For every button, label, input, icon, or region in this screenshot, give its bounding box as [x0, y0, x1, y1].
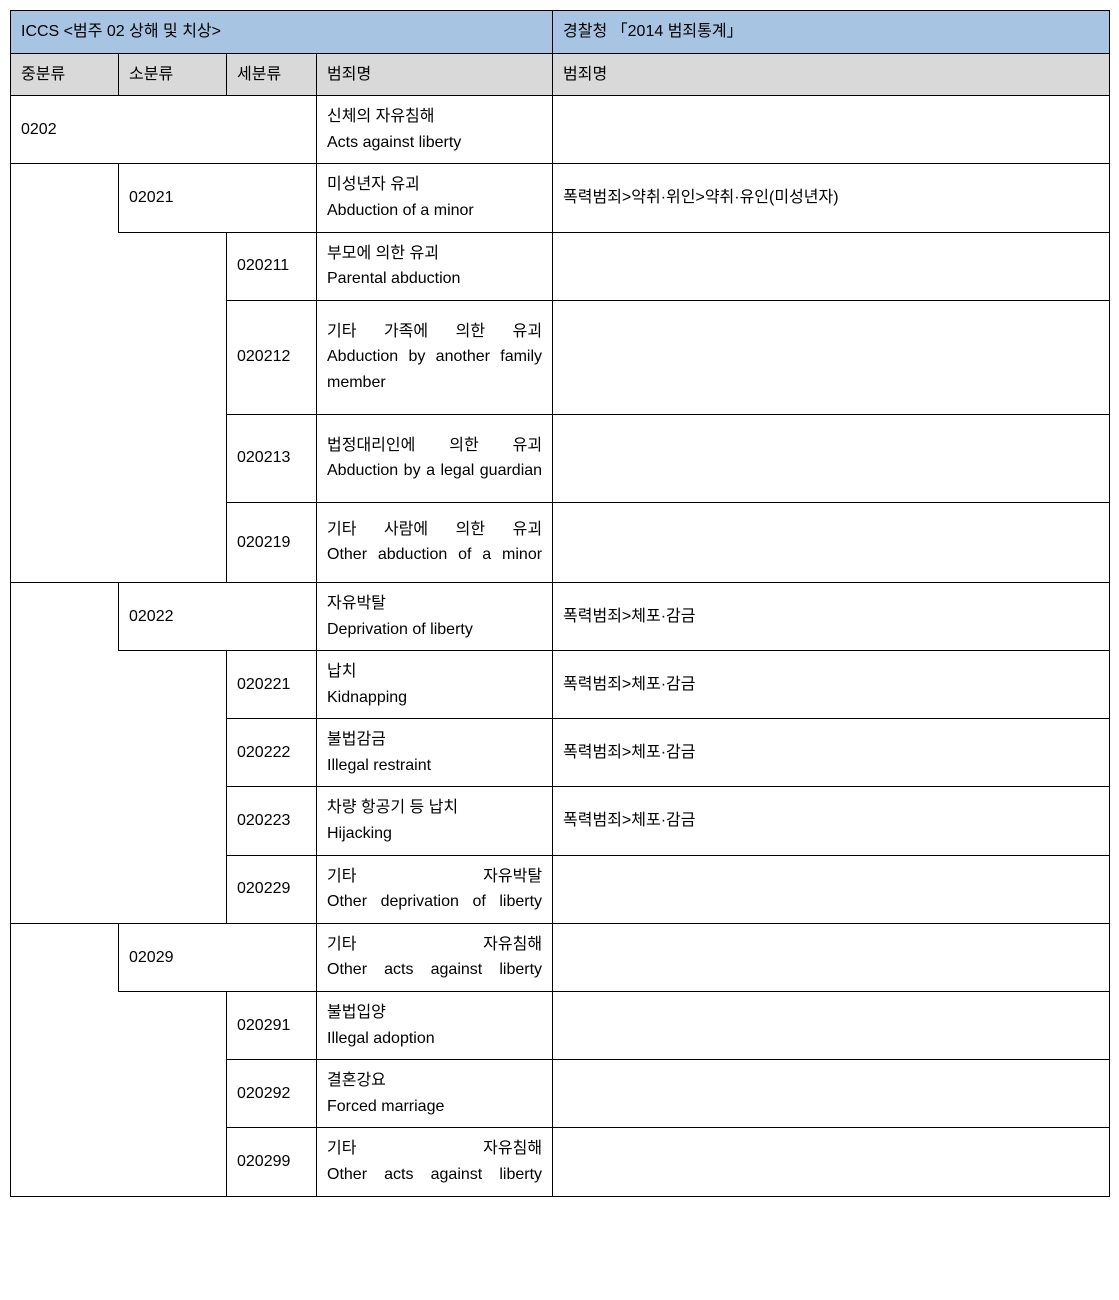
code-cell: 02029 [119, 923, 317, 991]
police-cell [553, 923, 1110, 991]
col-police: 범죄명 [553, 53, 1110, 96]
crime-cell: 미성년자 유괴Abduction of a minor [317, 164, 553, 232]
empty-cell [11, 582, 119, 650]
empty-cell [11, 651, 227, 924]
code-cell: 020292 [227, 1060, 317, 1128]
crime-text: 기타 자유침해Other acts against liberty [327, 932, 542, 983]
code-cell: 020229 [227, 855, 317, 923]
code-cell: 020222 [227, 719, 317, 787]
police-cell [553, 300, 1110, 414]
empty-cell [11, 923, 119, 991]
crime-cell: 차량 항공기 등 납치Hijacking [317, 787, 553, 855]
code-cell: 020221 [227, 651, 317, 719]
police-cell: 폭력범죄>체포·감금 [553, 787, 1110, 855]
crime-text: 기타 가족에 의한 유괴Abduction by another family … [327, 319, 542, 396]
crime-cell: 자유박탈Deprivation of liberty [317, 582, 553, 650]
police-cell [553, 1060, 1110, 1128]
header-right: 경찰청 「2014 범죄통계」 [553, 11, 1110, 54]
empty-cell [11, 992, 227, 1197]
empty-cell [11, 164, 119, 232]
table-row: 020221 납치Kidnapping 폭력범죄>체포·감금 [11, 651, 1110, 719]
police-cell [553, 96, 1110, 164]
code-cell: 020219 [227, 502, 317, 582]
code-cell: 020291 [227, 992, 317, 1060]
crime-text: 법정대리인에 의한 유괴Abduction by a legal guardia… [327, 433, 542, 484]
police-cell: 폭력범죄>약취·위인>약취·유인(미성년자) [553, 164, 1110, 232]
col-jung: 중분류 [11, 53, 119, 96]
police-cell [553, 414, 1110, 502]
table-row: 0202 신체의 자유침해Acts against liberty [11, 96, 1110, 164]
table-header-top: ICCS <범주 02 상해 및 치상> 경찰청 「2014 범죄통계」 [11, 11, 1110, 54]
police-cell [553, 1128, 1110, 1196]
table-row: 02022 자유박탈Deprivation of liberty 폭력범죄>체포… [11, 582, 1110, 650]
table-row: 02021 미성년자 유괴Abduction of a minor 폭력범죄>약… [11, 164, 1110, 232]
crime-text: 기타 사람에 의한 유괴Other abduction of a minor [327, 517, 542, 568]
table-row: 02029 기타 자유침해Other acts against liberty [11, 923, 1110, 991]
col-se: 세분류 [227, 53, 317, 96]
header-left: ICCS <범주 02 상해 및 치상> [11, 11, 553, 54]
crime-cell: 법정대리인에 의한 유괴Abduction by a legal guardia… [317, 414, 553, 502]
police-cell [553, 992, 1110, 1060]
crime-cell: 부모에 의한 유괴Parental abduction [317, 232, 553, 300]
crime-classification-table: ICCS <범주 02 상해 및 치상> 경찰청 「2014 범죄통계」 중분류… [10, 10, 1110, 1197]
code-cell: 020223 [227, 787, 317, 855]
code-cell: 020212 [227, 300, 317, 414]
code-cell: 020299 [227, 1128, 317, 1196]
empty-cell [11, 232, 227, 582]
col-crime: 범죄명 [317, 53, 553, 96]
crime-text: 기타 자유침해Other acts against liberty [327, 1136, 542, 1187]
crime-cell: 납치Kidnapping [317, 651, 553, 719]
crime-cell: 기타 자유침해Other acts against liberty [317, 1128, 553, 1196]
col-so: 소분류 [119, 53, 227, 96]
table-row: 020211 부모에 의한 유괴Parental abduction [11, 232, 1110, 300]
table-header-sub: 중분류 소분류 세분류 범죄명 범죄명 [11, 53, 1110, 96]
code-cell: 020211 [227, 232, 317, 300]
police-cell [553, 232, 1110, 300]
police-cell [553, 855, 1110, 923]
code-cell: 02022 [119, 582, 317, 650]
police-cell: 폭력범죄>체포·감금 [553, 582, 1110, 650]
crime-cell: 불법입양Illegal adoption [317, 992, 553, 1060]
crime-cell: 기타 자유박탈Other deprivation of liberty [317, 855, 553, 923]
code-cell: 020213 [227, 414, 317, 502]
crime-cell: 신체의 자유침해Acts against liberty [317, 96, 553, 164]
crime-cell: 기타 사람에 의한 유괴Other abduction of a minor [317, 502, 553, 582]
police-cell [553, 502, 1110, 582]
crime-cell: 기타 자유침해Other acts against liberty [317, 923, 553, 991]
crime-cell: 불법감금Illegal restraint [317, 719, 553, 787]
crime-cell: 기타 가족에 의한 유괴Abduction by another family … [317, 300, 553, 414]
police-cell: 폭력범죄>체포·감금 [553, 651, 1110, 719]
police-cell: 폭력범죄>체포·감금 [553, 719, 1110, 787]
code-cell: 0202 [11, 96, 317, 164]
table-row: 020291 불법입양Illegal adoption [11, 992, 1110, 1060]
crime-cell: 결혼강요Forced marriage [317, 1060, 553, 1128]
crime-text: 기타 자유박탈Other deprivation of liberty [327, 864, 542, 915]
code-cell: 02021 [119, 164, 317, 232]
